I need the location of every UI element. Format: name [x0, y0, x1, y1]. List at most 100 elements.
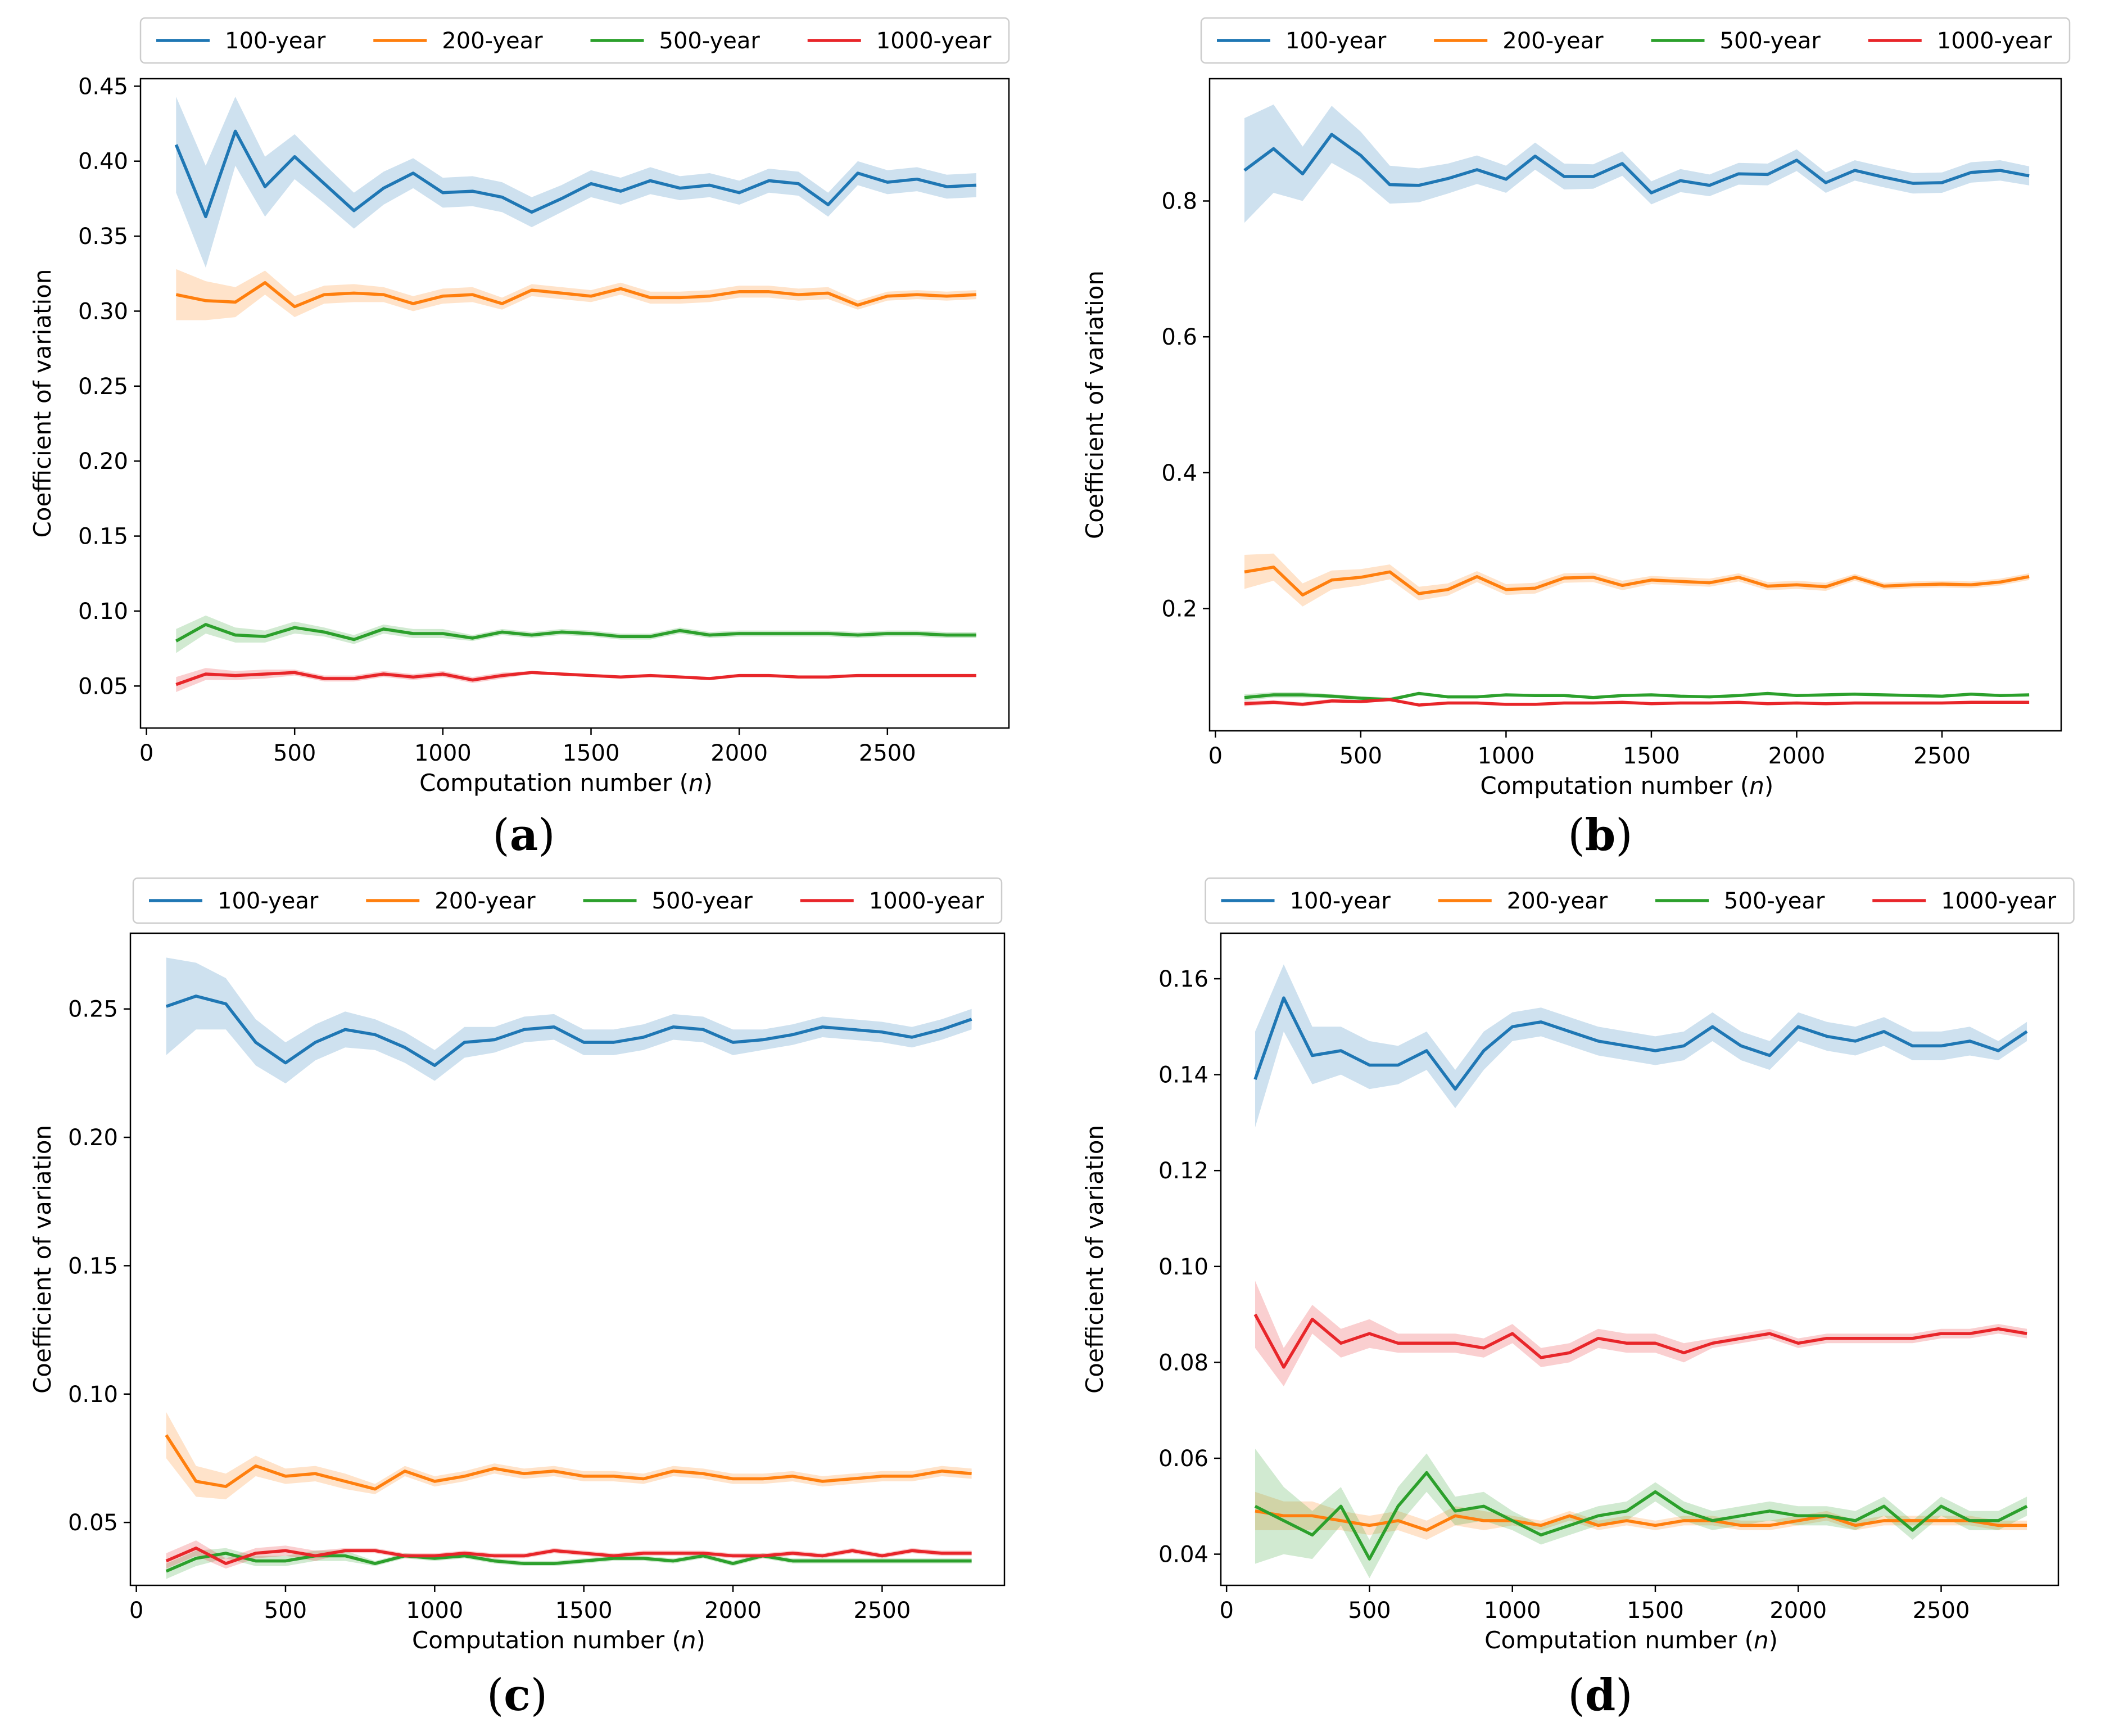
- caption-letter: d: [1585, 1670, 1616, 1721]
- legend-label-100-year: 100-year: [1285, 28, 1387, 54]
- x-tick-label: 2500: [859, 740, 916, 766]
- x-tick-label: 1500: [1627, 1598, 1684, 1624]
- legend-box: [132, 877, 1003, 924]
- series-band-100-year: [176, 97, 976, 268]
- series-line-200-year: [1255, 1509, 2027, 1532]
- series-line-100-year: [1243, 133, 2030, 195]
- y-tick-label: 0.30: [78, 299, 128, 324]
- y-tick-label: 0.40: [78, 149, 128, 175]
- x-tick-label: 2000: [704, 1598, 762, 1624]
- y-tick-label: 0.20: [78, 449, 128, 474]
- caption-letter: b: [1585, 810, 1616, 861]
- x-tick-label: 2500: [1913, 1598, 1970, 1624]
- x-tick-label: 1000: [1484, 1598, 1541, 1624]
- x-axis-label: Computation number (n): [1484, 1626, 1778, 1654]
- x-tick-label: 500: [264, 1598, 307, 1624]
- y-tick-label: 0.25: [78, 374, 128, 400]
- y-tick-label: 0.14: [1158, 1063, 1208, 1088]
- legend-label-500-year: 500-year: [1720, 28, 1821, 54]
- chart-panel-b: 0 500 1000 1500 2000 2500 0.2 0.4 0.6 0.8 Computat…: [1081, 17, 2071, 798]
- chart-panel-a: 0 500 1000 1500 2000 2500 0.05 0.10 0.15 0.20 0.25…: [29, 17, 1010, 797]
- y-tick-label: 0.2: [1161, 596, 1197, 622]
- legend-label-500-year: 500-year: [1724, 888, 1825, 914]
- x-tick-label: 0: [129, 1598, 143, 1624]
- legend-label-500-year: 500-year: [652, 888, 753, 914]
- y-tick-label: 0.06: [1158, 1446, 1208, 1472]
- x-tick-label: 0: [139, 740, 153, 766]
- series-line-100-year: [174, 129, 977, 219]
- legend-label-1000-year: 1000-year: [1937, 28, 2052, 54]
- y-axis-label: Coefficient of variation: [1081, 270, 1108, 539]
- plot-frame: [139, 78, 1010, 729]
- panel-caption-a: (a): [440, 810, 608, 861]
- y-tick-label: 0.05: [68, 1510, 118, 1536]
- legend-label-1000-year: 1000-year: [869, 888, 984, 914]
- series-line-200-year: [1244, 566, 2030, 597]
- y-tick-label: 0.15: [78, 524, 128, 550]
- chart-panel-c: 0 500 1000 1500 2000 2500 0.05 0.10 0.15 0.20 0.25…: [29, 877, 1006, 1654]
- x-tick-label: 1000: [414, 740, 472, 766]
- x-axis-label: Computation number (n): [1480, 772, 1773, 798]
- legend-label-100-year: 100-year: [218, 888, 319, 914]
- x-tick-label: 500: [1339, 743, 1382, 769]
- y-tick-label: 0.6: [1161, 324, 1197, 350]
- series-line-1000-year: [165, 1547, 972, 1565]
- y-tick-label: 0.16: [1158, 966, 1208, 992]
- y-tick-label: 0.04: [1158, 1542, 1208, 1568]
- y-tick-label: 0.20: [68, 1125, 118, 1151]
- legend-label-200-year: 200-year: [434, 888, 536, 914]
- x-tick-label: 2000: [1768, 743, 1826, 769]
- x-tick-label: 2000: [1769, 1598, 1827, 1624]
- y-tick-label: 0.25: [68, 997, 118, 1023]
- legend-label-100-year: 100-year: [1290, 888, 1391, 914]
- x-tick-label: 0: [1219, 1598, 1233, 1624]
- legend-box: [1205, 877, 2075, 924]
- y-tick-label: 0.45: [78, 74, 128, 100]
- caption-letter: a: [509, 810, 538, 861]
- series-band-200-year: [1255, 1491, 2027, 1540]
- caption-open: (: [486, 1670, 504, 1721]
- x-tick-label: 1500: [563, 740, 620, 766]
- series-line-100-year: [1253, 996, 2028, 1091]
- caption-close: ): [538, 810, 555, 861]
- panel-caption-d: (d): [1516, 1670, 1685, 1721]
- series-band-100-year: [1244, 104, 2030, 223]
- legend-label-1000-year: 1000-year: [1941, 888, 2056, 914]
- x-tick-label: 1500: [555, 1598, 613, 1624]
- plot-frame: [129, 932, 1006, 1586]
- series-band-200-year: [166, 1412, 972, 1499]
- caption-open: (: [492, 810, 510, 861]
- y-tick-label: 0.15: [68, 1253, 118, 1279]
- y-axis-label: Coefficient of variation: [1081, 1125, 1108, 1394]
- panel-caption-c: (c): [433, 1670, 601, 1721]
- plot-frame: [1208, 78, 2062, 732]
- caption-open: (: [1568, 810, 1585, 861]
- caption-close: ): [1615, 1670, 1633, 1721]
- x-tick-label: 500: [1348, 1598, 1391, 1624]
- series-line-200-year: [165, 1434, 972, 1491]
- series-line-500-year: [1254, 1471, 2028, 1561]
- x-tick-label: 1500: [1623, 743, 1680, 769]
- series-line-200-year: [175, 281, 977, 309]
- x-tick-label: 500: [273, 740, 316, 766]
- x-axis-label: Computation number (n): [412, 1626, 705, 1654]
- y-tick-label: 0.05: [78, 673, 128, 699]
- series-line-500-year: [1244, 691, 2030, 702]
- series-band-200-year: [1244, 553, 2030, 607]
- y-tick-label: 0.35: [78, 224, 128, 250]
- legend-label-500-year: 500-year: [659, 28, 760, 54]
- series-line-500-year: [175, 623, 976, 643]
- series-line-500-year: [165, 1552, 972, 1573]
- series-band-100-year: [1255, 964, 2027, 1128]
- chart-panel-d: 0 500 1000 1500 2000 2500 0.04 0.06 0.08 0.10 0.12…: [1081, 877, 2075, 1654]
- y-tick-label: 0.10: [1158, 1254, 1208, 1280]
- y-tick-label: 0.8: [1161, 189, 1197, 215]
- legend-label-1000-year: 1000-year: [876, 28, 992, 54]
- legend-box: [139, 17, 1010, 64]
- series-line-1000-year: [1244, 698, 2030, 707]
- y-tick-label: 0.10: [78, 599, 128, 625]
- plot-frame: [1220, 932, 2059, 1586]
- caption-letter: c: [504, 1670, 531, 1721]
- series-line-1000-year: [1253, 1313, 2027, 1369]
